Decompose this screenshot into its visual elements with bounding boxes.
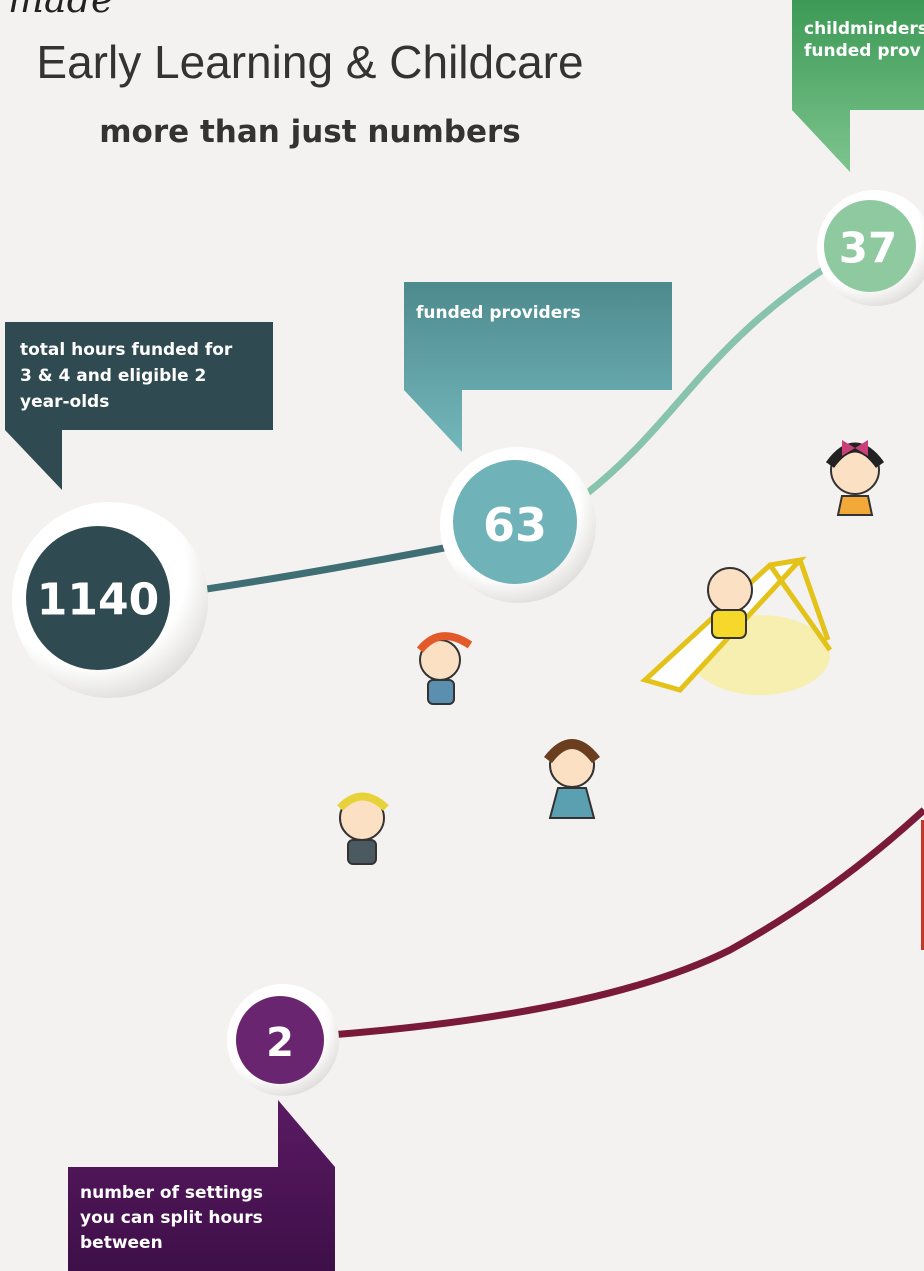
- stat-label: 3 & 4 and eligible 2: [20, 366, 206, 386]
- connector: [330, 810, 924, 1035]
- stat-label: funded providers: [416, 303, 581, 323]
- slide-illustration: [645, 560, 830, 695]
- stat-label: you can split hours: [80, 1208, 263, 1228]
- stat-label: number of settings: [80, 1183, 263, 1203]
- stat-label: funded prov: [804, 41, 921, 61]
- stat-value: 1140: [37, 575, 159, 626]
- stat-label: between: [80, 1233, 163, 1253]
- stat-label: year-olds: [20, 392, 109, 412]
- script-word: made: [8, 0, 114, 21]
- subtitle: more than just numbers: [99, 114, 521, 150]
- stat-value: 2: [266, 1020, 294, 1066]
- infographic: made Early Learning & Childcare more tha…: [0, 0, 924, 1271]
- title: Early Learning & Childcare: [36, 36, 583, 88]
- stat-value: 63: [483, 498, 547, 552]
- stat-value: 37: [839, 224, 897, 273]
- stat-label: total hours funded for: [20, 340, 233, 360]
- stat-label: childminders: [804, 19, 924, 39]
- connector: [200, 545, 460, 590]
